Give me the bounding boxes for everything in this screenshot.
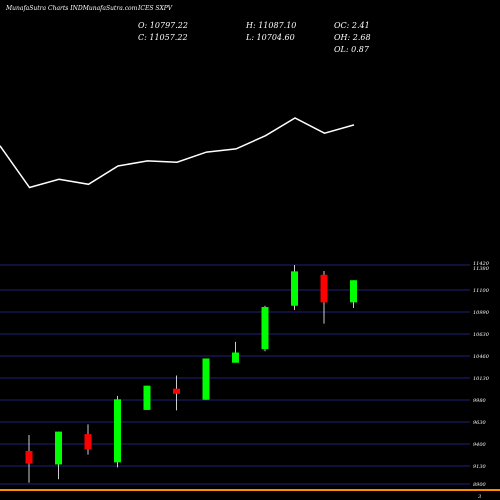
price-tick-label: 11380 bbox=[473, 266, 490, 272]
candle bbox=[173, 375, 180, 411]
candle-body bbox=[143, 385, 151, 410]
candle bbox=[202, 358, 210, 400]
candle-body bbox=[84, 434, 92, 450]
candle bbox=[291, 265, 298, 310]
candle-body bbox=[291, 271, 298, 306]
price-tick-label: 9130 bbox=[473, 464, 487, 470]
chart-header: MunafaSutra Charts INDMunafaSutra.com IC… bbox=[5, 5, 371, 54]
indicator-line-panel bbox=[0, 117, 355, 189]
price-tick-label: 8900 bbox=[473, 482, 487, 488]
high-value: H: 11087.10 bbox=[245, 21, 296, 30]
candle-body bbox=[320, 274, 328, 303]
candle-body bbox=[173, 388, 180, 394]
candle bbox=[232, 341, 239, 363]
candle bbox=[25, 435, 33, 483]
candle-body bbox=[261, 307, 269, 350]
candle-body bbox=[202, 358, 210, 400]
candle-body bbox=[114, 399, 121, 463]
candles bbox=[25, 265, 357, 483]
oh-value: OH: 2.68 bbox=[334, 33, 371, 42]
candle-body bbox=[232, 352, 239, 363]
candle bbox=[143, 385, 151, 410]
candle-body bbox=[25, 451, 33, 464]
candle-body bbox=[350, 280, 357, 303]
source-label: MunafaSutra Charts INDMunafaSutra.com bbox=[5, 5, 138, 12]
candle bbox=[261, 305, 269, 352]
ticker-label: ICES SXPV bbox=[137, 5, 173, 12]
price-tick-label: 9980 bbox=[473, 398, 487, 404]
close-value: C: 11057.22 bbox=[138, 33, 188, 42]
price-tick-label: 9400 bbox=[473, 442, 487, 448]
low-value: L: 10704.60 bbox=[245, 33, 295, 42]
price-tick-label: 11100 bbox=[473, 288, 490, 294]
oc-value: OC: 2.41 bbox=[334, 21, 370, 30]
baseline-bar bbox=[0, 489, 500, 491]
candle bbox=[84, 424, 92, 455]
price-tick-label: 10130 bbox=[473, 376, 490, 382]
candle bbox=[320, 270, 328, 324]
ol-value: OL: 0.87 bbox=[334, 45, 370, 54]
price-tick-label: 10630 bbox=[473, 332, 490, 338]
price-tick-label: 11420 bbox=[473, 261, 490, 267]
price-tick-label: 10460 bbox=[473, 354, 490, 360]
candle bbox=[114, 395, 121, 468]
candle bbox=[350, 280, 357, 308]
indicator-line bbox=[0, 117, 355, 189]
candle-body bbox=[55, 431, 62, 465]
bottom-axis-label: 3 bbox=[478, 494, 481, 500]
price-tick-label: 9630 bbox=[473, 420, 487, 426]
price-grid bbox=[0, 264, 470, 485]
candle bbox=[55, 431, 62, 480]
open-value: O: 10797.22 bbox=[138, 21, 188, 30]
price-tick-label: 10990 bbox=[473, 310, 490, 316]
